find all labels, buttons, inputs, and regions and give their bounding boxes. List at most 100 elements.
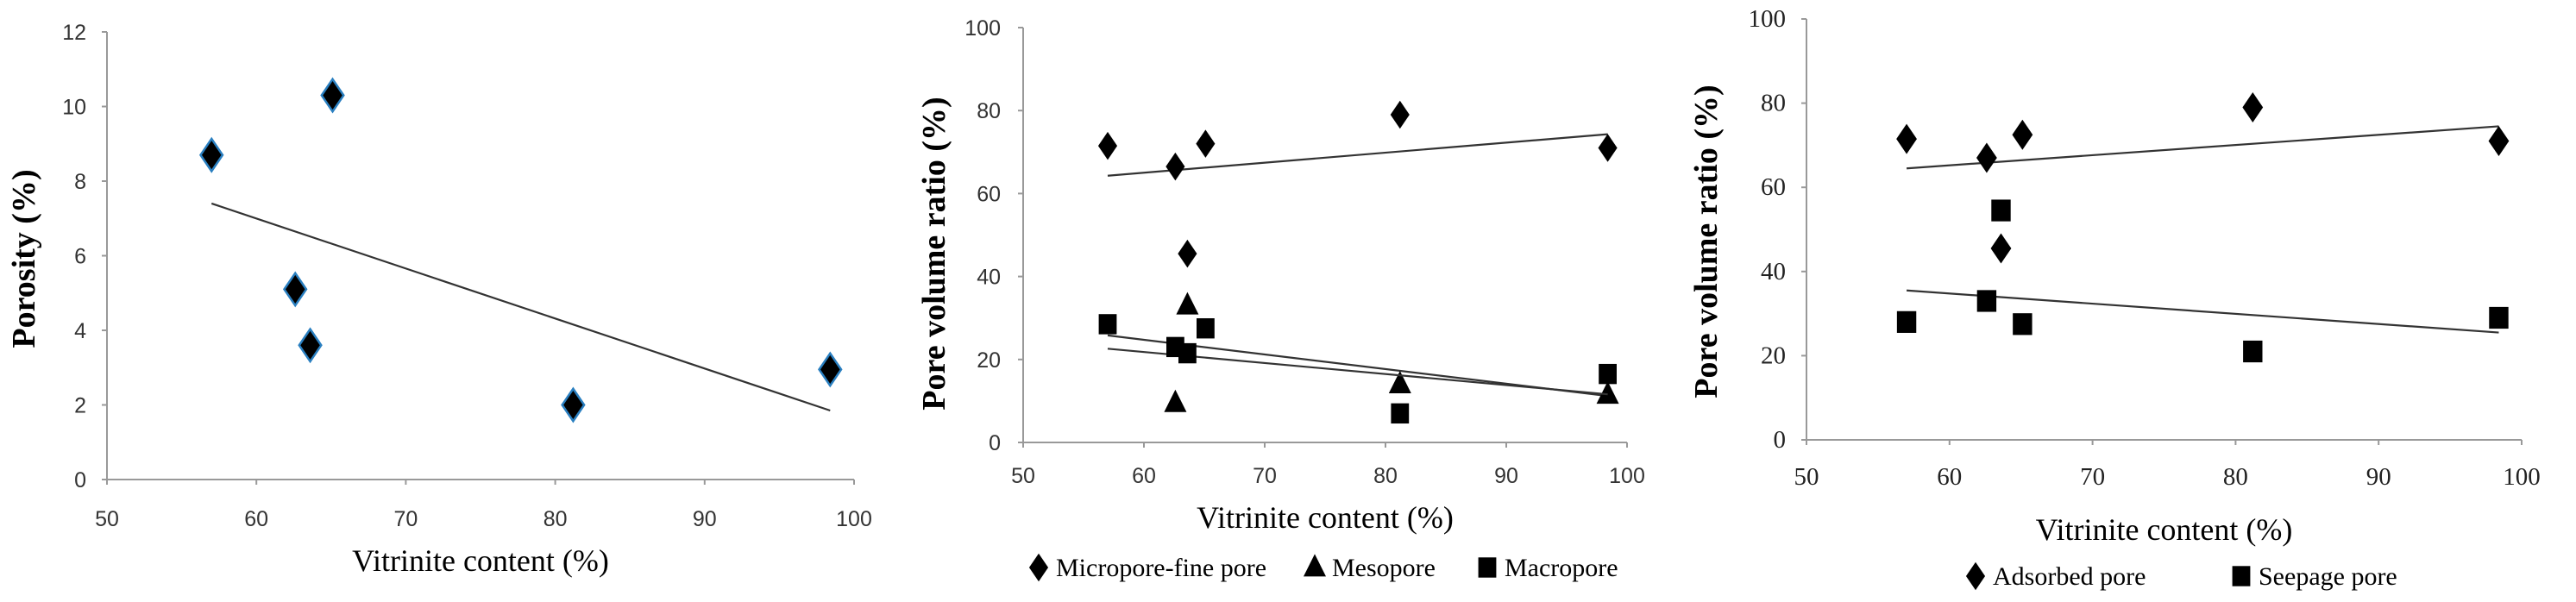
x-tick-label: 60 [1132,464,1156,488]
x-tick-label: 50 [95,507,119,531]
data-point-triangle [1388,371,1411,394]
y-tick-label: 10 [62,96,86,120]
x-tick-label: 60 [1937,463,1962,491]
series-micropore-fine-pore [1097,100,1618,268]
data-point-diamond [1896,123,1917,154]
legend-label: Seepage pore [2259,562,2397,591]
y-tick-label: 0 [74,468,86,492]
data-point-diamond [818,351,843,388]
data-point-square [2489,306,2509,329]
legend-item: Seepage pore [2232,562,2397,591]
legend-label: Mesopore [1332,554,1436,582]
legend-item: Adsorbed pore [1965,561,2146,591]
data-point-triangle [1164,389,1187,412]
x-tick-label: 80 [543,507,568,531]
series-seepage-pore [1896,199,2509,363]
data-point-square [1896,310,1917,333]
x-tick-label: 100 [2503,463,2541,491]
data-point-square [1197,318,1215,339]
x-axis-title: Vitrinite content (%) [1197,500,1454,535]
y-axis-title: Porosity (%) [6,169,42,348]
y-tick-label: 40 [1761,258,1786,285]
data-point-diamond [198,136,224,173]
legend-label: Macropore [1505,554,1618,582]
y-tick-label: 100 [1749,5,1787,33]
data-point-diamond [1990,233,2012,264]
chart-panel-2: 50 60 70 80 90 100 0 20 40 60 80 100 Vitrinite conte… [916,16,1645,582]
x-axis-title: Vitrinite content (%) [2036,512,2293,547]
y-tick-label: 8 [74,170,86,194]
data-point-diamond [1976,142,1997,173]
y-tick-label: 4 [74,319,86,343]
trend-line [1906,289,2499,334]
series-macropore [1098,314,1617,424]
y-tick-label: 6 [74,245,86,269]
y-tick-label: 20 [977,348,1001,373]
x-tick-label: 90 [1494,464,1518,488]
x-tick-label: 100 [836,507,872,531]
data-point-diamond [1196,129,1216,158]
y-tick-label: 60 [977,182,1001,206]
data-point-triangle [1176,292,1199,315]
y-tick-label: 20 [1761,342,1786,369]
y-tick-label: 60 [1761,173,1786,201]
x-tick-label: 80 [1373,464,1398,488]
y-tick-label: 40 [977,266,1001,290]
x-tick-label: 70 [1253,464,1277,488]
data-point-square [1178,342,1197,364]
x-tick-label: 70 [393,507,418,531]
data-point-square [1976,290,1997,312]
x-axis-title: Vitrinite content (%) [352,543,609,578]
x-tick-label: 70 [2080,463,2105,491]
trend-line [210,202,831,412]
legend-item: Micropore-fine pore [1028,553,1266,582]
x-tick-label: 50 [1011,464,1035,488]
series-porosity [198,77,843,423]
y-axis-title: Pore volume ratio (%) [916,97,952,410]
data-point-square [2243,340,2263,363]
data-point-square [2013,313,2033,335]
data-point-triangle [1596,381,1619,404]
chart-panel-3: 50 60 70 80 90 100 0 20 40 60 80 100 Vitrinite conte… [1688,5,2541,591]
y-tick-label: 12 [62,21,86,45]
trend-line [1107,133,1608,177]
data-point-square [1098,314,1117,335]
legend-diamond-icon [1965,561,1986,591]
data-point-diamond [2488,126,2510,157]
legend-label: Adsorbed pore [1993,562,2146,591]
x-tick-label: 100 [1609,464,1645,488]
y-tick-label: 0 [989,431,1001,455]
y-axis-title: Pore volume ratio (%) [1688,85,1725,398]
legend-triangle-icon [1304,554,1326,577]
series-adsorbed-pore [1896,91,2510,264]
data-point-diamond [298,327,323,364]
data-point-diamond [1598,134,1618,162]
x-tick-label: 60 [244,507,268,531]
data-point-diamond [561,386,586,423]
legend-square-icon [2232,566,2251,586]
legend-diamond-icon [1028,553,1049,582]
x-tick-label: 50 [1794,463,1819,491]
trend-line [1906,125,2499,170]
data-point-square [1391,403,1410,424]
y-tick-label: 80 [1761,90,1786,117]
y-tick-label: 100 [964,16,1001,41]
data-point-diamond [1178,239,1197,268]
y-tick-label: 2 [74,394,86,418]
y-tick-label: 0 [1774,426,1787,454]
data-point-diamond [1165,152,1185,181]
data-point-diamond [2012,119,2033,150]
data-point-diamond [2242,91,2264,122]
x-tick-label: 90 [693,507,717,531]
legend-item: Macropore [1478,554,1618,582]
data-point-diamond [1390,100,1410,129]
legend-item: Mesopore [1304,554,1436,582]
legend-square-icon [1478,557,1497,578]
data-point-diamond [282,271,308,308]
data-point-diamond [320,77,345,114]
legend-label: Micropore-fine pore [1056,554,1266,582]
x-tick-label: 80 [2223,463,2248,491]
y-tick-label: 80 [977,99,1001,123]
chart-panel-1: 50 60 70 80 90 100 0 2 4 6 8 10 12 Vitrinite content … [6,21,872,578]
